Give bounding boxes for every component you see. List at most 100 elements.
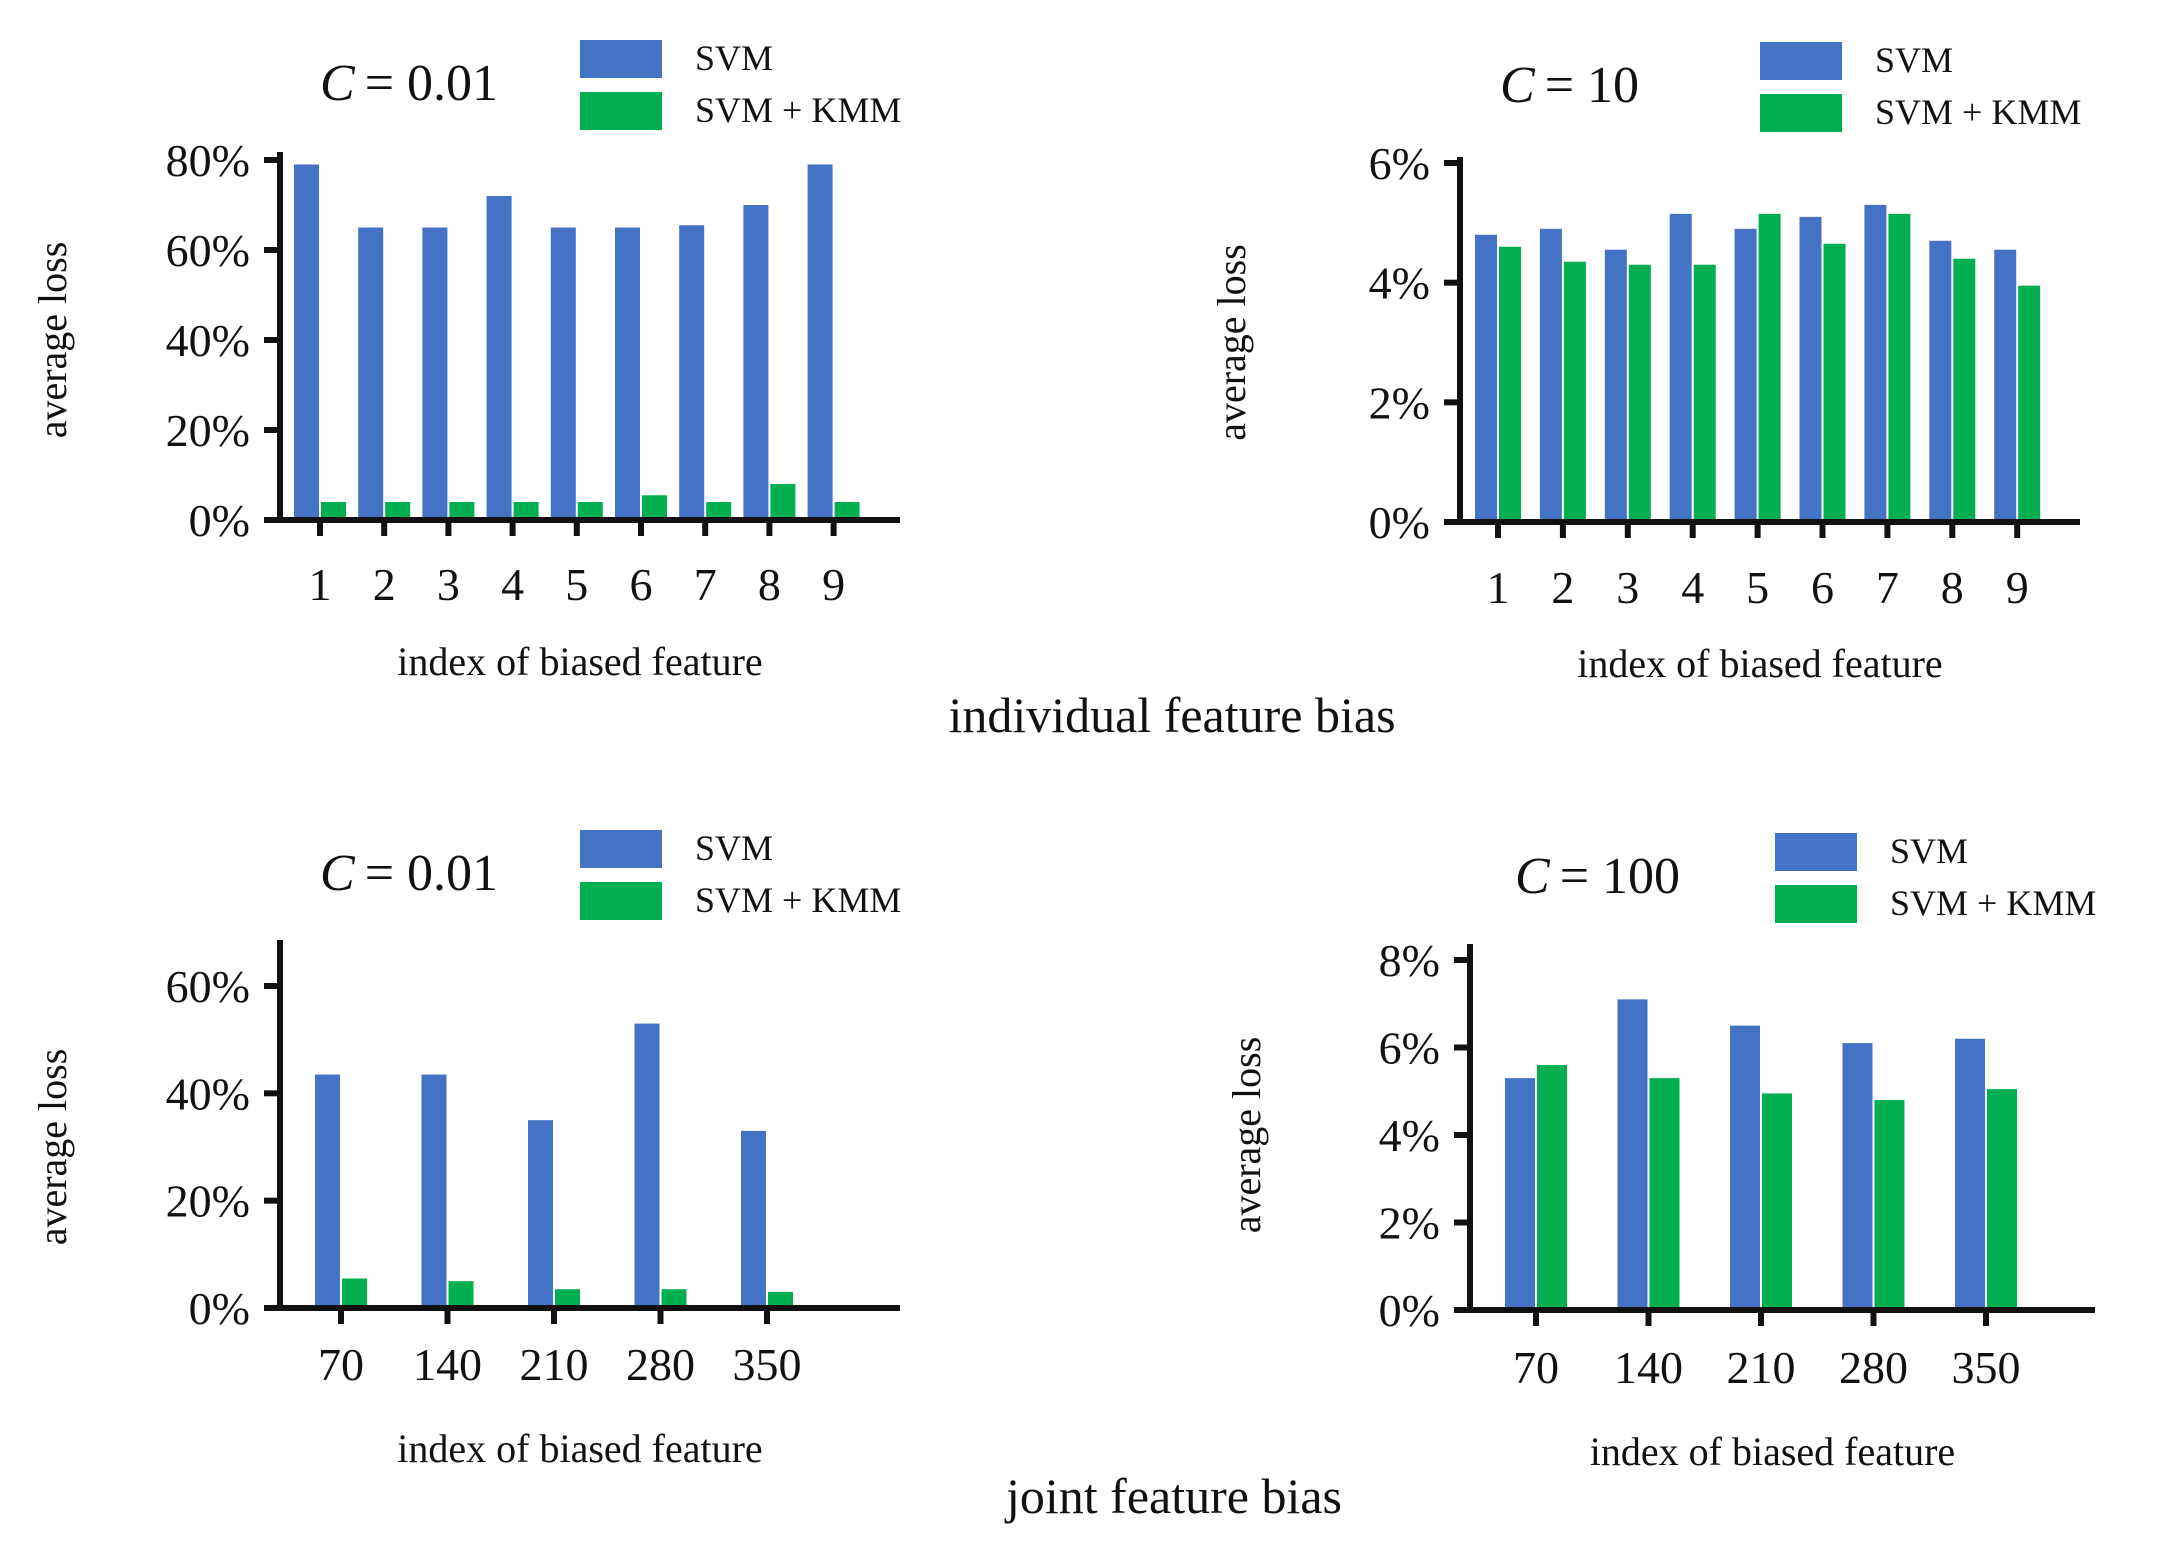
legend-swatch-svm xyxy=(1775,833,1857,871)
x-tick-label-4: 4 xyxy=(501,559,524,610)
x-tick-label-3: 3 xyxy=(1616,562,1639,613)
legend-swatch-svm xyxy=(580,40,662,78)
x-tick-label-4: 4 xyxy=(1681,562,1704,613)
y-axis-label: average loss xyxy=(30,1049,75,1246)
bar-svm-8 xyxy=(743,205,769,520)
x-axis-label: index of biased feature xyxy=(397,1426,762,1471)
bar-svm-280 xyxy=(1842,1043,1873,1310)
panel-title-value: = 0.01 xyxy=(365,845,498,902)
legend-swatch-svm-kmm xyxy=(1775,885,1857,923)
panel-title: C = 0.01 xyxy=(320,845,498,902)
panel-title-c: C xyxy=(320,845,356,902)
bar-svm-kmm-9 xyxy=(2018,285,2041,522)
panel-title-c: C xyxy=(1500,57,1536,114)
x-tick-label-210: 210 xyxy=(1727,1342,1796,1393)
bar-svm-kmm-3 xyxy=(449,502,475,520)
panel-title-value: = 0.01 xyxy=(365,55,498,112)
bar-svm-6 xyxy=(1799,216,1822,522)
legend-swatch-svm xyxy=(580,830,662,868)
bar-svm-kmm-70 xyxy=(1537,1065,1567,1310)
chart-panel-4: 70 140 210 280 350 0% 2% 4% 6% 8% index of biased … xyxy=(1224,831,2096,1474)
panel-title-c: C xyxy=(320,55,356,112)
x-tick-label-8: 8 xyxy=(1941,562,1964,613)
legend-label-svm: SVM xyxy=(695,828,773,868)
bar-svm-kmm-2 xyxy=(385,502,411,520)
chart-panel-3: 70 140 210 280 350 0% 20% 40% 60% index of biased… xyxy=(30,828,901,1471)
y-tick-label-1: 2% xyxy=(1369,377,1430,428)
bar-svm-7 xyxy=(1864,204,1887,522)
bar-svm-1 xyxy=(294,164,319,520)
bar-svm-5 xyxy=(550,227,576,520)
x-tick-label-9: 9 xyxy=(2006,562,2029,613)
bar-svm-kmm-7 xyxy=(1888,213,1911,522)
bar-svm-kmm-2 xyxy=(1563,261,1586,522)
bar-svm-kmm-8 xyxy=(1953,258,1976,522)
x-tick-label-8: 8 xyxy=(758,559,781,610)
legend-swatch-svm xyxy=(1760,42,1842,80)
chart-panel-1: 1 2 3 4 5 6 7 8 9 0% 20% 40% 60% 80% index of biased f… xyxy=(30,38,901,684)
y-tick-label-0: 0% xyxy=(1369,497,1430,548)
x-tick-label-1: 1 xyxy=(1487,562,1510,613)
y-tick-label-1: 2% xyxy=(1379,1198,1440,1249)
legend-label-svm: SVM xyxy=(1875,40,1953,80)
y-tick-label-2: 40% xyxy=(166,315,250,366)
bar-svm-210 xyxy=(1730,1025,1760,1310)
y-axis-label: average loss xyxy=(1224,1037,1269,1234)
bar-svm-kmm-9 xyxy=(834,502,860,520)
bar-svm-4 xyxy=(486,196,512,520)
bar-svm-kmm-4 xyxy=(1693,264,1716,522)
bar-svm-2 xyxy=(358,227,384,520)
bar-svm-350 xyxy=(1955,1038,1985,1310)
x-axis-label: index of biased feature xyxy=(397,639,762,684)
bar-svm-kmm-7 xyxy=(706,502,732,520)
y-tick-label-2: 4% xyxy=(1379,1110,1440,1161)
y-tick-label-4: 8% xyxy=(1379,935,1440,986)
x-tick-label-140: 140 xyxy=(413,1339,482,1390)
bar-svm-kmm-6 xyxy=(1823,243,1846,522)
panel-title: C = 10 xyxy=(1500,57,1639,114)
bar-svm-5 xyxy=(1734,228,1757,523)
x-tick-label-140: 140 xyxy=(1614,1342,1683,1393)
bar-svm-kmm-350 xyxy=(1987,1089,2017,1310)
legend-label-svm: SVM xyxy=(1890,831,1968,871)
y-tick-label-3: 60% xyxy=(166,961,250,1012)
y-axis-label: average loss xyxy=(30,242,75,439)
bar-svm-kmm-5 xyxy=(577,502,603,520)
y-tick-label-3: 6% xyxy=(1379,1023,1440,1074)
y-tick-label-0: 0% xyxy=(189,495,250,546)
x-tick-label-1: 1 xyxy=(309,559,332,610)
bar-svm-210 xyxy=(528,1120,553,1308)
y-tick-label-3: 6% xyxy=(1369,138,1430,189)
bar-svm-140 xyxy=(1617,999,1648,1310)
y-tick-label-1: 20% xyxy=(166,405,250,456)
x-tick-label-3: 3 xyxy=(437,559,460,610)
x-tick-label-2: 2 xyxy=(373,559,396,610)
section-title-joint-feature-bias: joint feature bias xyxy=(1004,1468,1342,1524)
bar-svm-6 xyxy=(615,227,640,520)
bar-svm-kmm-280 xyxy=(661,1289,687,1308)
bar-svm-kmm-1 xyxy=(1499,246,1521,522)
y-axis-label: average loss xyxy=(1209,244,1254,441)
x-tick-label-2: 2 xyxy=(1551,562,1574,613)
x-tick-label-350: 350 xyxy=(733,1339,802,1390)
panel-title-value: = 10 xyxy=(1545,57,1639,114)
y-tick-label-0: 0% xyxy=(1379,1285,1440,1336)
y-tick-label-1: 20% xyxy=(166,1176,250,1227)
x-axis-label: index of biased feature xyxy=(1577,641,1942,686)
bar-svm-kmm-140 xyxy=(448,1281,474,1308)
panel-title: C = 0.01 xyxy=(320,55,498,112)
section-title-individual-feature-bias: individual feature bias xyxy=(948,687,1395,743)
x-tick-label-7: 7 xyxy=(694,559,717,610)
bar-svm-2 xyxy=(1539,228,1562,523)
legend-label-svm-kmm: SVM + KMM xyxy=(695,90,901,130)
x-tick-label-6: 6 xyxy=(1811,562,1834,613)
x-tick-label-9: 9 xyxy=(822,559,845,610)
bar-svm-kmm-210 xyxy=(555,1289,580,1308)
x-tick-label-6: 6 xyxy=(630,559,653,610)
y-tick-label-2: 4% xyxy=(1369,258,1430,309)
legend-swatch-svm-kmm xyxy=(580,92,662,130)
x-tick-label-70: 70 xyxy=(318,1339,364,1390)
legend-label-svm-kmm: SVM + KMM xyxy=(1875,92,2081,132)
bar-svm-kmm-70 xyxy=(342,1278,367,1308)
